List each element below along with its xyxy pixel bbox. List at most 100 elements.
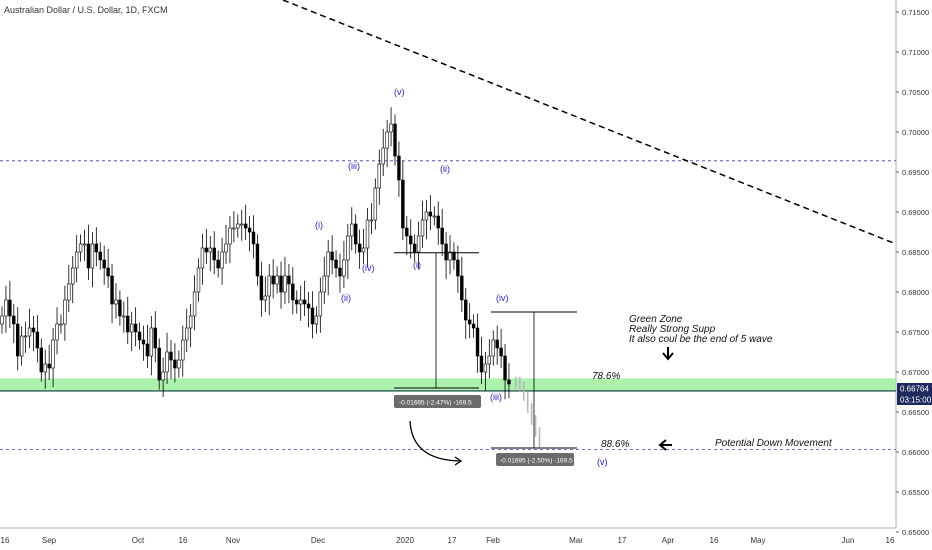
- candle: [177, 350, 181, 378]
- candle: [208, 236, 212, 272]
- candle: [460, 256, 464, 312]
- candle: [397, 141, 401, 197]
- y-tick-label: 0.66500: [902, 408, 929, 417]
- measure-tooltip-1-text: -0.01695 (-2.47%) -169.5: [399, 400, 472, 407]
- candle: [267, 264, 271, 316]
- candle: [173, 343, 177, 383]
- candle: [224, 224, 228, 264]
- candle: [137, 322, 142, 350]
- candle: [192, 275, 197, 331]
- candle: [82, 229, 87, 261]
- candle: [106, 248, 110, 288]
- candle: [314, 306, 319, 334]
- candle: [350, 207, 354, 251]
- candle: [310, 291, 315, 339]
- y-tick-label: 0.68500: [902, 248, 929, 257]
- candle: [126, 296, 130, 344]
- candle: [263, 276, 268, 312]
- candle: [71, 256, 75, 304]
- candle: [98, 242, 102, 270]
- green-zone-note-line2: Really Strong Supp: [629, 324, 716, 335]
- price-axis: 0.71500 0.71000 0.70500 0.70000 0.69500 0.690…: [896, 8, 929, 537]
- candle: [475, 313, 480, 373]
- candle: [8, 280, 12, 328]
- candle: [346, 224, 350, 280]
- candle: [503, 344, 507, 400]
- candle: [432, 206, 436, 226]
- candle: [102, 245, 106, 285]
- y-tick-label: 0.65500: [902, 488, 929, 497]
- candle: [74, 235, 79, 283]
- candle: [110, 264, 114, 324]
- measure-tooltip-1: [394, 395, 481, 408]
- candle: [161, 357, 165, 397]
- countdown-badge: [897, 394, 932, 405]
- projection-candles: [515, 376, 541, 448]
- x-tick-label: 16: [886, 536, 895, 545]
- candle: [251, 215, 256, 259]
- candle: [491, 330, 495, 366]
- candle: [298, 285, 303, 321]
- candle: [287, 264, 291, 304]
- candle: [385, 120, 389, 168]
- candle: [55, 307, 59, 355]
- candle: [357, 229, 362, 269]
- candle: [365, 208, 370, 268]
- x-tick-label: Nov: [226, 536, 240, 545]
- candle: [165, 332, 169, 384]
- wave-label-ii-upper: (ii): [440, 164, 450, 174]
- candle: [326, 240, 330, 296]
- countdown-text: 03:15:00: [900, 396, 932, 405]
- price-scale-panel[interactable]: [896, 0, 932, 550]
- candle: [149, 316, 154, 376]
- measure-tooltip-2: [496, 453, 574, 466]
- candle: [51, 328, 55, 388]
- candle: [279, 261, 283, 309]
- y-tick-label: 0.66000: [902, 448, 929, 457]
- candle: [369, 203, 374, 235]
- x-tick-label: 16: [179, 536, 188, 545]
- candle: [353, 214, 358, 254]
- potential-move-label: Potential Down Movement: [715, 438, 833, 449]
- candle: [342, 240, 346, 288]
- candle: [330, 235, 334, 275]
- candle: [12, 304, 16, 344]
- candle: [145, 324, 150, 368]
- candle: [393, 114, 397, 166]
- candle: [196, 258, 201, 302]
- candle: [448, 235, 452, 275]
- candle: [499, 328, 503, 368]
- candle: [63, 285, 67, 341]
- candle: [338, 253, 342, 293]
- candle: [86, 224, 91, 280]
- candle: [153, 311, 157, 363]
- wave-label-iv-right: (iv): [496, 293, 509, 303]
- candle: [19, 326, 24, 366]
- candle: [401, 160, 405, 240]
- candle: [157, 338, 161, 390]
- candle: [428, 195, 433, 231]
- candle: [361, 228, 366, 264]
- candle: [220, 237, 224, 285]
- candle: [444, 232, 448, 280]
- green-zone-note-line3: It also coul be the end of 5 wave: [629, 334, 773, 345]
- measure-tooltip-2-text: -0.01695 (-2.50%) -169.5: [500, 458, 573, 465]
- wave-label-iii-lower: (iii): [490, 392, 502, 402]
- symbol-title[interactable]: Australian Dollar / U.S. Dollar, 1D, FXC…: [4, 5, 168, 15]
- y-tick-label: 0.69500: [902, 168, 929, 177]
- candle: [212, 231, 216, 275]
- candle: [295, 290, 299, 314]
- candle: [436, 201, 440, 245]
- candle: [479, 336, 484, 384]
- candle: [141, 325, 146, 361]
- candle: [169, 340, 173, 380]
- candle: [47, 344, 51, 380]
- candle: [39, 338, 44, 382]
- candle: [487, 339, 492, 379]
- candle: [467, 303, 472, 339]
- y-tick-label: 0.68000: [902, 288, 929, 297]
- candle: [31, 316, 36, 352]
- candle: [122, 301, 126, 333]
- candle: [27, 308, 32, 348]
